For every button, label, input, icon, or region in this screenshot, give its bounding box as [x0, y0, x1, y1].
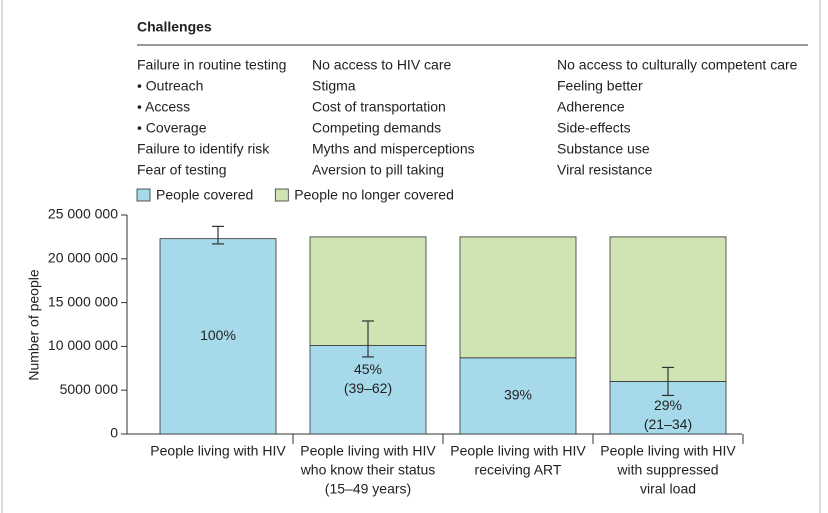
x-tick-label: with suppressed — [616, 462, 718, 478]
challenge-item: Feeling better — [557, 78, 643, 94]
x-tick-label: who know their status — [300, 462, 436, 478]
bar-annotation: 45% — [354, 361, 382, 377]
x-tick-label: receiving ART — [475, 462, 562, 478]
challenge-item: No access to HIV care — [312, 57, 451, 73]
y-tick-label: 0 — [110, 425, 118, 441]
challenge-item: Failure to identify risk — [137, 141, 270, 157]
challenge-item: • Coverage — [137, 120, 207, 136]
bar-segment — [309, 345, 427, 435]
legend-swatch — [136, 188, 151, 202]
challenge-item: Cost of transportation — [312, 99, 446, 115]
x-tick-label: People living with HIV — [150, 443, 286, 459]
challenge-item: Myths and misperceptions — [312, 141, 475, 157]
legend-swatch — [274, 188, 289, 202]
x-tick-label: (15–49 years) — [325, 481, 411, 497]
y-axis-label: Number of people — [26, 269, 42, 381]
challenge-item: Adherence — [557, 99, 625, 115]
y-tick-label: 25 000 000 — [48, 206, 118, 222]
challenge-item: Substance use — [557, 141, 650, 157]
y-tick-label: 15 000 000 — [48, 293, 118, 309]
y-tick-label: 20 000 000 — [48, 250, 118, 266]
error-bar — [362, 320, 374, 358]
y-tick-label: 5000 000 — [60, 381, 119, 397]
bar-segment — [459, 357, 577, 435]
x-tick-label: People living with HIV — [450, 443, 586, 459]
challenge-item: Aversion to pill taking — [312, 162, 444, 178]
challenge-item: • Outreach — [137, 78, 203, 94]
error-bar — [662, 366, 674, 397]
challenge-item: Stigma — [312, 78, 356, 94]
bar-annotation: 100% — [200, 327, 236, 343]
challenge-item: • Access — [137, 99, 190, 115]
legend-label: People covered — [156, 187, 253, 203]
y-tick-label: 10 000 000 — [48, 337, 118, 353]
legend-label: People no longer covered — [294, 187, 454, 203]
challenge-item: Fear of testing — [137, 162, 227, 178]
bar-annotation: 39% — [504, 387, 532, 403]
bar-annotation: (21–34) — [644, 416, 692, 432]
x-tick-label: viral load — [640, 481, 696, 497]
bar-segment — [459, 236, 577, 359]
bar-annotation: 29% — [654, 397, 682, 413]
challenge-item: No access to culturally competent care — [557, 57, 798, 73]
x-tick-label: People living with HIV — [300, 443, 436, 459]
challenge-item: Failure in routine testing — [137, 57, 286, 73]
bar-annotation: (39–62) — [344, 380, 392, 396]
challenge-item: Side-effects — [557, 120, 631, 136]
error-bar — [212, 225, 224, 245]
x-tick-label: People living with HIV — [600, 443, 736, 459]
challenge-item: Viral resistance — [557, 162, 653, 178]
bar-segment — [159, 238, 277, 435]
bar-segment — [609, 236, 727, 382]
challenge-item: Competing demands — [312, 120, 441, 136]
header-title: Challenges — [137, 19, 212, 35]
